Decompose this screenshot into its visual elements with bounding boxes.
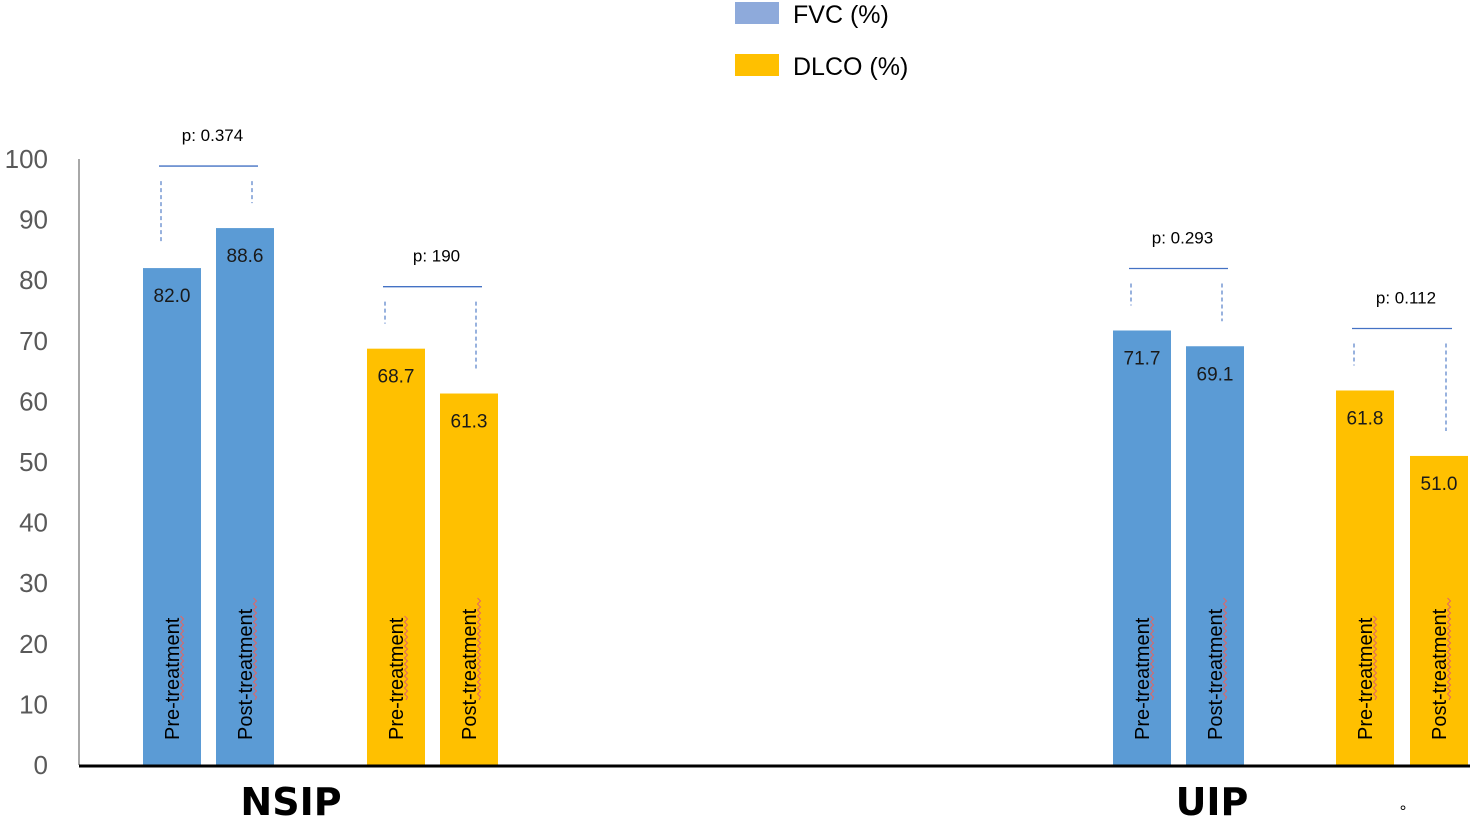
y-tick-label: 0 [34,750,48,780]
spellcheck-underline [403,615,409,701]
y-tick-label: 10 [19,689,48,719]
p-value-label: p: 0.112 [1376,288,1436,307]
x-category-label: UIP [1176,780,1249,821]
data-label: 82.0 [154,286,191,307]
y-tick-label: 90 [19,205,48,235]
bar-phase-label: Pre-treatment [1132,617,1154,740]
bar-uip-fvc-pre [1113,330,1171,765]
spellcheck-underline [1222,597,1228,701]
spellcheck-underline [179,615,185,701]
y-tick-label: 100 [5,144,48,174]
bar-phase-label: Post-treatment [235,608,257,740]
bar-nsip-fvc-post [216,228,274,766]
y-tick-label: 40 [19,508,48,538]
spellcheck-underline [1149,615,1155,701]
bar-uip-dlco-post [1410,455,1468,765]
footnote-mark: ° [1400,802,1407,821]
bar-uip-fvc-post [1186,346,1244,765]
bar-phase-label: Post-treatment [459,608,481,740]
data-label: 61.8 [1347,408,1384,429]
p-value-label: p: 190 [413,247,460,266]
y-tick-label: 50 [19,447,48,477]
y-tick-label: 70 [19,326,48,356]
bar-uip-dlco-pre [1336,390,1394,765]
bar-phase-label: Post-treatment [1205,608,1227,740]
data-label: 69.1 [1197,364,1234,385]
y-tick-label: 60 [19,386,48,416]
y-tick-label: 20 [19,629,48,659]
legend-swatch [735,2,779,24]
y-tick-label: 30 [19,568,48,598]
spellcheck-underline [1446,597,1452,701]
bar-nsip-dlco-post [440,393,498,765]
legend-swatch [735,54,779,76]
p-value-label: p: 0.374 [182,126,243,145]
data-label: 71.7 [1124,348,1161,369]
y-tick-label: 80 [19,265,48,295]
bar-phase-label: Post-treatment [1429,608,1451,740]
legend-label: DLCO (%) [793,53,908,81]
p-value-label: p: 0.293 [1152,228,1213,247]
spellcheck-underline [1372,615,1378,701]
bar-phase-label: Pre-treatment [1355,617,1377,740]
x-category-label: NSIP [240,780,341,821]
spellcheck-underline [476,597,482,701]
data-label: 88.6 [227,246,264,267]
data-label: 68.7 [378,367,415,388]
data-label: 51.0 [1421,474,1458,495]
spellcheck-underline [252,597,258,701]
legend-label: FVC (%) [793,1,889,29]
bar-phase-label: Pre-treatment [162,617,184,740]
bar-nsip-fvc-pre [143,268,201,765]
bar-phase-label: Pre-treatment [386,617,408,740]
data-label: 61.3 [451,412,488,433]
bar-nsip-dlco-pre [367,348,425,765]
